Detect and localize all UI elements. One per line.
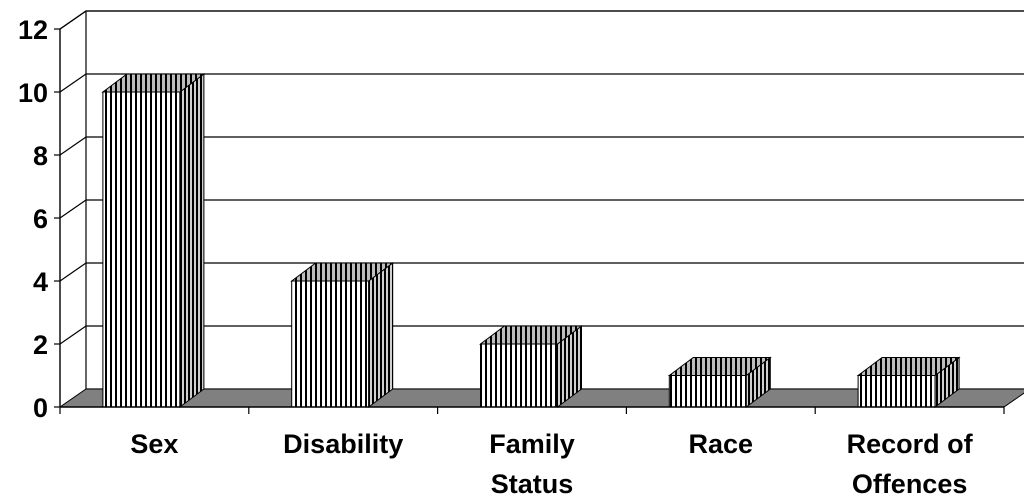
y-axis-ticks: 0 2 4 6 8 10 12 [18,15,60,423]
bar-front [668,375,747,408]
bar-disability [290,262,395,408]
gridline-side [59,73,87,93]
x-tick-label: Family Status [489,429,575,499]
bar-family-status [479,325,583,408]
bar-race [667,356,772,408]
x-tick-label: Race [689,429,754,459]
bar-record-of-offences [856,356,961,408]
x-tick-label: Sex [130,429,178,459]
x-tick-label: Record of Offences [847,429,974,499]
bar-side [368,262,394,408]
bar-front [857,375,936,408]
y-tick-label: 2 [33,330,48,360]
bar-sex [101,73,206,408]
y-tick-label: 6 [33,204,48,234]
gridlines [59,10,1024,345]
bar-top [479,325,583,345]
x-tick-label: Disability [283,429,403,459]
bar-side [179,73,205,408]
y-tick-label: 8 [33,141,48,171]
x-axis-labels: Sex Disability Family Status Race Record of Of… [130,429,973,499]
bar-top [667,357,772,376]
y-tick-label: 10 [18,78,48,108]
y-tick-label: 4 [33,267,48,297]
bar-top [290,262,395,282]
gridline-side [59,325,87,345]
bar-front [291,280,370,408]
gridline-side [59,199,87,219]
bar-top [101,73,206,93]
gridline-side [59,136,87,156]
bar-front [480,343,558,408]
gridline-side [59,262,87,282]
gridline-side [59,10,87,30]
bar-front [102,91,181,408]
y-tick-label: 0 [33,393,48,423]
bars [101,73,961,408]
bar-top [856,357,961,376]
y-tick-label: 12 [18,15,48,45]
